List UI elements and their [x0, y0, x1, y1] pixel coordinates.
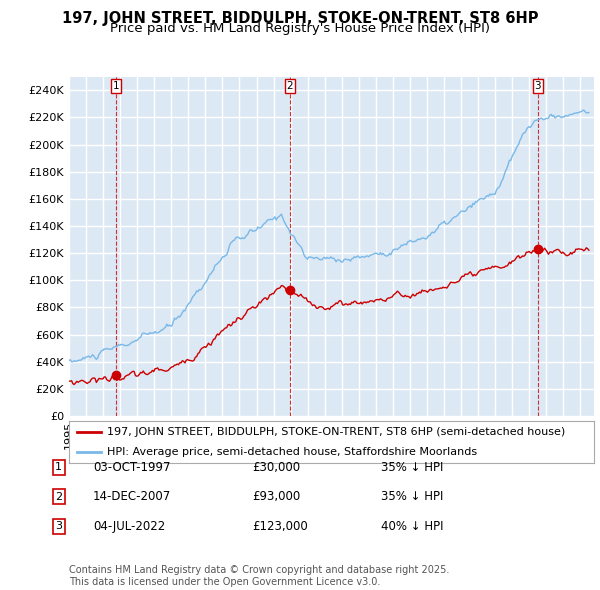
Text: 1: 1: [113, 81, 119, 91]
Text: 03-OCT-1997: 03-OCT-1997: [93, 461, 170, 474]
Text: 04-JUL-2022: 04-JUL-2022: [93, 520, 165, 533]
Text: 2: 2: [55, 492, 62, 502]
Text: £30,000: £30,000: [252, 461, 300, 474]
Text: £93,000: £93,000: [252, 490, 300, 503]
Text: 35% ↓ HPI: 35% ↓ HPI: [381, 461, 443, 474]
Text: 40% ↓ HPI: 40% ↓ HPI: [381, 520, 443, 533]
Text: 2: 2: [286, 81, 293, 91]
Text: Price paid vs. HM Land Registry's House Price Index (HPI): Price paid vs. HM Land Registry's House …: [110, 22, 490, 35]
Text: 1: 1: [55, 463, 62, 472]
Text: 35% ↓ HPI: 35% ↓ HPI: [381, 490, 443, 503]
Text: Contains HM Land Registry data © Crown copyright and database right 2025.
This d: Contains HM Land Registry data © Crown c…: [69, 565, 449, 587]
Text: 197, JOHN STREET, BIDDULPH, STOKE-ON-TRENT, ST8 6HP: 197, JOHN STREET, BIDDULPH, STOKE-ON-TRE…: [62, 11, 538, 25]
Text: 3: 3: [535, 81, 541, 91]
Text: HPI: Average price, semi-detached house, Staffordshire Moorlands: HPI: Average price, semi-detached house,…: [107, 447, 477, 457]
Text: £123,000: £123,000: [252, 520, 308, 533]
Text: 3: 3: [55, 522, 62, 531]
Text: 197, JOHN STREET, BIDDULPH, STOKE-ON-TRENT, ST8 6HP (semi-detached house): 197, JOHN STREET, BIDDULPH, STOKE-ON-TRE…: [107, 427, 565, 437]
Text: 14-DEC-2007: 14-DEC-2007: [93, 490, 171, 503]
